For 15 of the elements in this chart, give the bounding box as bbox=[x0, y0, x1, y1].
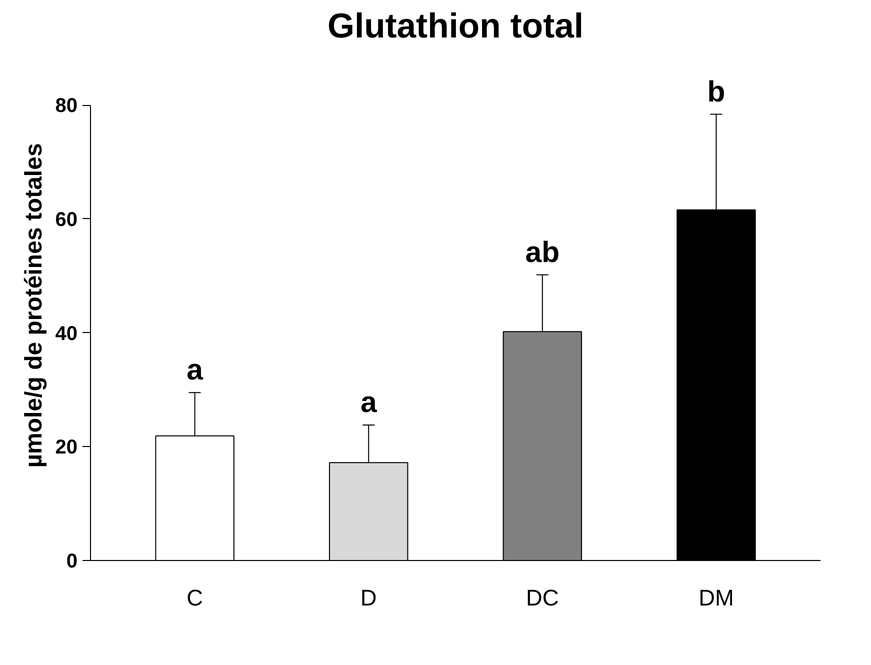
y-tick-label: 80 bbox=[55, 95, 78, 118]
x-tick-label: D bbox=[360, 584, 377, 610]
annotation: ab bbox=[525, 236, 560, 269]
annotation: b bbox=[707, 75, 726, 108]
y-axis-title: µmole/g de protéines totales bbox=[20, 143, 48, 468]
x-tick-label: C bbox=[186, 584, 203, 610]
annotation: a bbox=[360, 386, 378, 420]
y-tick-label: 20 bbox=[55, 436, 78, 459]
x-tick-label: DC bbox=[526, 584, 559, 610]
chart-title: Glutathion total bbox=[327, 8, 584, 46]
y-tick-label: 0 bbox=[66, 550, 78, 572]
y-tick-label: 60 bbox=[55, 208, 78, 231]
y-tick-label: 40 bbox=[55, 322, 78, 345]
x-tick-label: DM bbox=[698, 584, 734, 610]
annotation: a bbox=[186, 354, 204, 387]
